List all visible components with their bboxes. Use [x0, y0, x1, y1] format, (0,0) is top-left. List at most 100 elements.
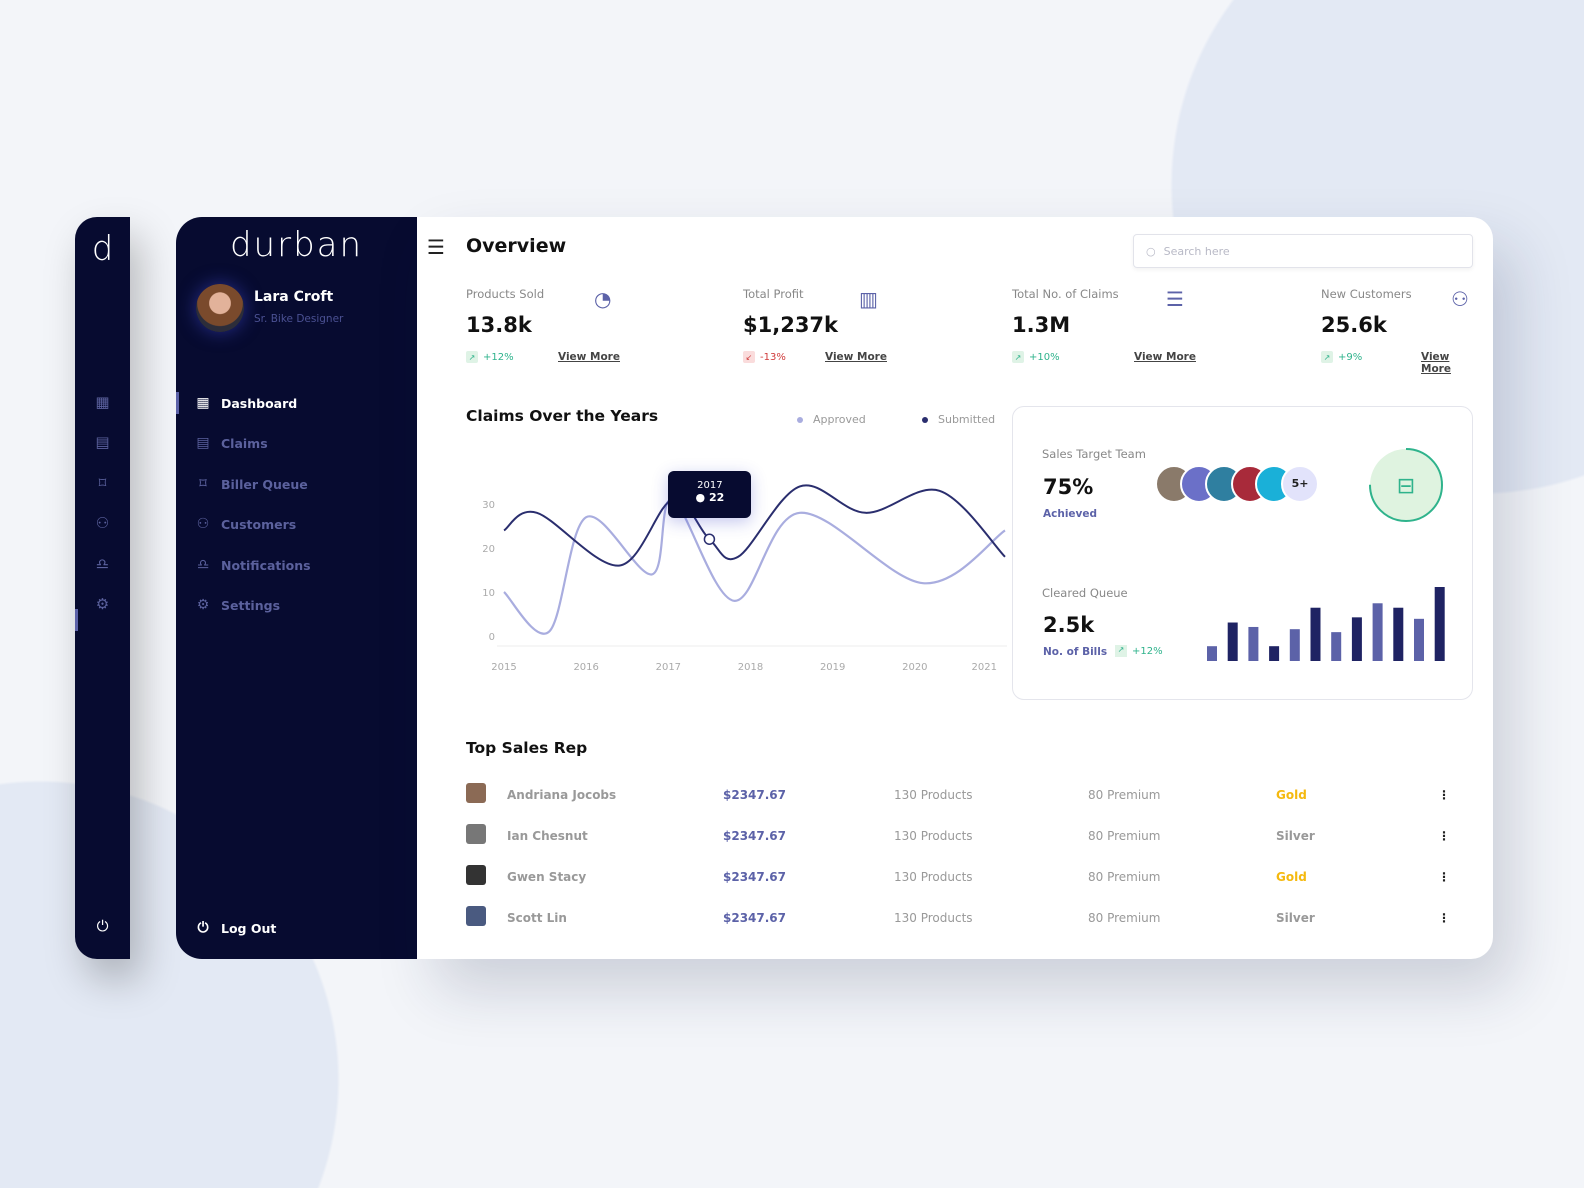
- avatar[interactable]: [196, 284, 244, 332]
- sidebar-item-biller-queue[interactable]: ⌑ Biller Queue: [176, 469, 417, 499]
- queue-bar: [1289, 629, 1300, 661]
- legend-submitted[interactable]: Submitted: [922, 413, 995, 426]
- logout-button[interactable]: ⏻ Log Out: [176, 913, 417, 943]
- rep-avatar: [466, 824, 486, 844]
- search-input[interactable]: [1163, 244, 1444, 258]
- rep-tier: Gold: [1276, 870, 1307, 884]
- more-options-icon[interactable]: ⋮: [1438, 870, 1450, 884]
- user-name: Lara Croft: [254, 289, 334, 305]
- sales-target-value: 75%: [1043, 475, 1094, 499]
- sidebar-item-label: Claims: [221, 435, 268, 451]
- queue-bar: [1414, 618, 1424, 661]
- y-tick-label: 20: [482, 544, 495, 555]
- main-panel: ☰ Overview ○ Products Sold ◔ 13.8k ↗+12%…: [417, 217, 1493, 959]
- list-icon: ☰: [1166, 287, 1184, 311]
- series-line-submitted: [503, 484, 1006, 567]
- kpi-value: 1.3M: [1012, 313, 1071, 337]
- table-row[interactable]: Scott Lin $2347.67 130 Products 80 Premi…: [466, 906, 1456, 930]
- tooltip-value: 22: [708, 491, 725, 505]
- bell-icon[interactable]: ♎: [95, 555, 110, 573]
- bills-label: No. of Bills: [1043, 646, 1108, 658]
- view-more-link[interactable]: View More: [1134, 351, 1196, 363]
- arrow-up-icon: ↗: [1115, 645, 1127, 657]
- arrow-up-icon: ↗: [466, 351, 478, 363]
- sidebar-item-dashboard[interactable]: ▦ Dashboard: [176, 388, 417, 418]
- grid-icon[interactable]: ▦: [95, 393, 110, 411]
- sidebar-item-label: Notifications: [221, 557, 311, 573]
- table-row[interactable]: Andriana Jocobs $2347.67 130 Products 80…: [466, 783, 1456, 807]
- search-box[interactable]: ○: [1133, 234, 1473, 268]
- rep-amount: $2347.67: [723, 788, 787, 802]
- sidebar: durban Lara Croft Sr. Bike Designer ▦ Das…: [176, 217, 417, 959]
- customers-icon: ⚇: [1451, 287, 1469, 311]
- kpi-total-profit: Total Profit ▥ $1,237k ↙ -13% View More: [743, 287, 983, 367]
- view-more-link[interactable]: View More: [558, 351, 620, 363]
- kpi-change: ↗ +12%: [466, 351, 514, 363]
- sidebar-item-customers[interactable]: ⚇ Customers: [176, 509, 417, 539]
- target-progress-ring: ⊟: [1369, 448, 1443, 522]
- sidebar-item-label: Customers: [221, 516, 297, 532]
- more-options-icon[interactable]: ⋮: [1438, 911, 1450, 925]
- team-avatars[interactable]: 5+: [1155, 465, 1335, 503]
- menu-icon[interactable]: ☰: [427, 235, 445, 259]
- claims-icon[interactable]: ▤: [95, 433, 110, 451]
- cleared-queue-label: Cleared Queue: [1042, 586, 1128, 600]
- arrow-up-icon: ↗: [1012, 351, 1024, 363]
- rail-logo: d: [91, 229, 114, 269]
- tooltip-year: 2017: [697, 480, 723, 492]
- user-role: Sr. Bike Designer: [254, 313, 344, 325]
- sidebar-item-label: Settings: [221, 597, 281, 613]
- x-tick-label: 2019: [820, 662, 845, 673]
- kpi-label: Products Sold: [466, 287, 545, 301]
- kpi-change: ↗ +10%: [1012, 351, 1060, 363]
- view-more-link[interactable]: View More: [825, 351, 887, 363]
- series-line-approved: [503, 498, 1006, 635]
- rep-tier: Silver: [1276, 829, 1315, 843]
- queue-bar: [1351, 617, 1362, 661]
- more-avatars-badge[interactable]: 5+: [1281, 465, 1319, 503]
- sidebar-item-notifications[interactable]: ♎ Notifications: [176, 550, 417, 580]
- bills-change: ↗ +12%: [1115, 645, 1163, 657]
- queue-bar: [1248, 626, 1259, 661]
- queue-bar: [1331, 632, 1342, 661]
- view-more-link[interactable]: View More: [1421, 351, 1451, 375]
- rep-amount: $2347.67: [723, 911, 787, 925]
- queue-bar: [1310, 607, 1321, 661]
- sidebar-item-settings[interactable]: ⚙ Settings: [176, 590, 417, 620]
- page-title: Overview: [466, 235, 567, 257]
- x-tick-label: 2015: [491, 662, 516, 673]
- gear-icon[interactable]: ⚙: [95, 595, 110, 613]
- kpi-change: ↗ +9%: [1321, 351, 1362, 363]
- rep-tier: Gold: [1276, 788, 1307, 802]
- power-icon[interactable]: ⏻: [96, 917, 109, 935]
- x-tick-label: 2021: [972, 662, 997, 673]
- table-row[interactable]: Ian Chesnut $2347.67 130 Products 80 Pre…: [466, 824, 1456, 848]
- gear-icon: ⚙: [196, 597, 210, 613]
- arrow-up-icon: ↗: [1321, 351, 1333, 363]
- queue-bar: [1434, 587, 1445, 661]
- x-tick-label: 2020: [902, 662, 927, 673]
- more-options-icon[interactable]: ⋮: [1438, 788, 1450, 802]
- queue-bar: [1207, 646, 1217, 661]
- logout-label: Log Out: [221, 920, 277, 936]
- search-icon: ○: [1146, 244, 1156, 258]
- sales-target-sub: Achieved: [1043, 508, 1098, 520]
- kpi-label: New Customers: [1321, 287, 1412, 301]
- table-row[interactable]: Gwen Stacy $2347.67 130 Products 80 Prem…: [466, 865, 1456, 889]
- chart-tooltip: 2017 ● 22: [668, 471, 752, 519]
- kpi-new-customers: New Customers ⚇ 25.6k ↗ +9% View More: [1321, 287, 1473, 375]
- x-tick-label: 2016: [573, 662, 598, 673]
- sidebar-item-claims[interactable]: ▤ Claims: [176, 428, 417, 458]
- legend-approved[interactable]: Approved: [797, 413, 866, 426]
- top-sales-title: Top Sales Rep: [466, 739, 588, 757]
- rep-tier: Silver: [1276, 911, 1315, 925]
- rep-name: Gwen Stacy: [507, 870, 587, 884]
- bookmark-icon[interactable]: ⌑: [98, 474, 107, 492]
- bar-chart-icon: ▥: [859, 287, 878, 311]
- pie-chart-icon: ◔: [594, 287, 612, 311]
- users-icon[interactable]: ⚇: [95, 514, 110, 532]
- rep-products: 130 Products: [894, 788, 973, 802]
- y-tick-label: 10: [482, 588, 495, 599]
- kpi-label: Total No. of Claims: [1012, 287, 1119, 301]
- more-options-icon[interactable]: ⋮: [1438, 829, 1450, 843]
